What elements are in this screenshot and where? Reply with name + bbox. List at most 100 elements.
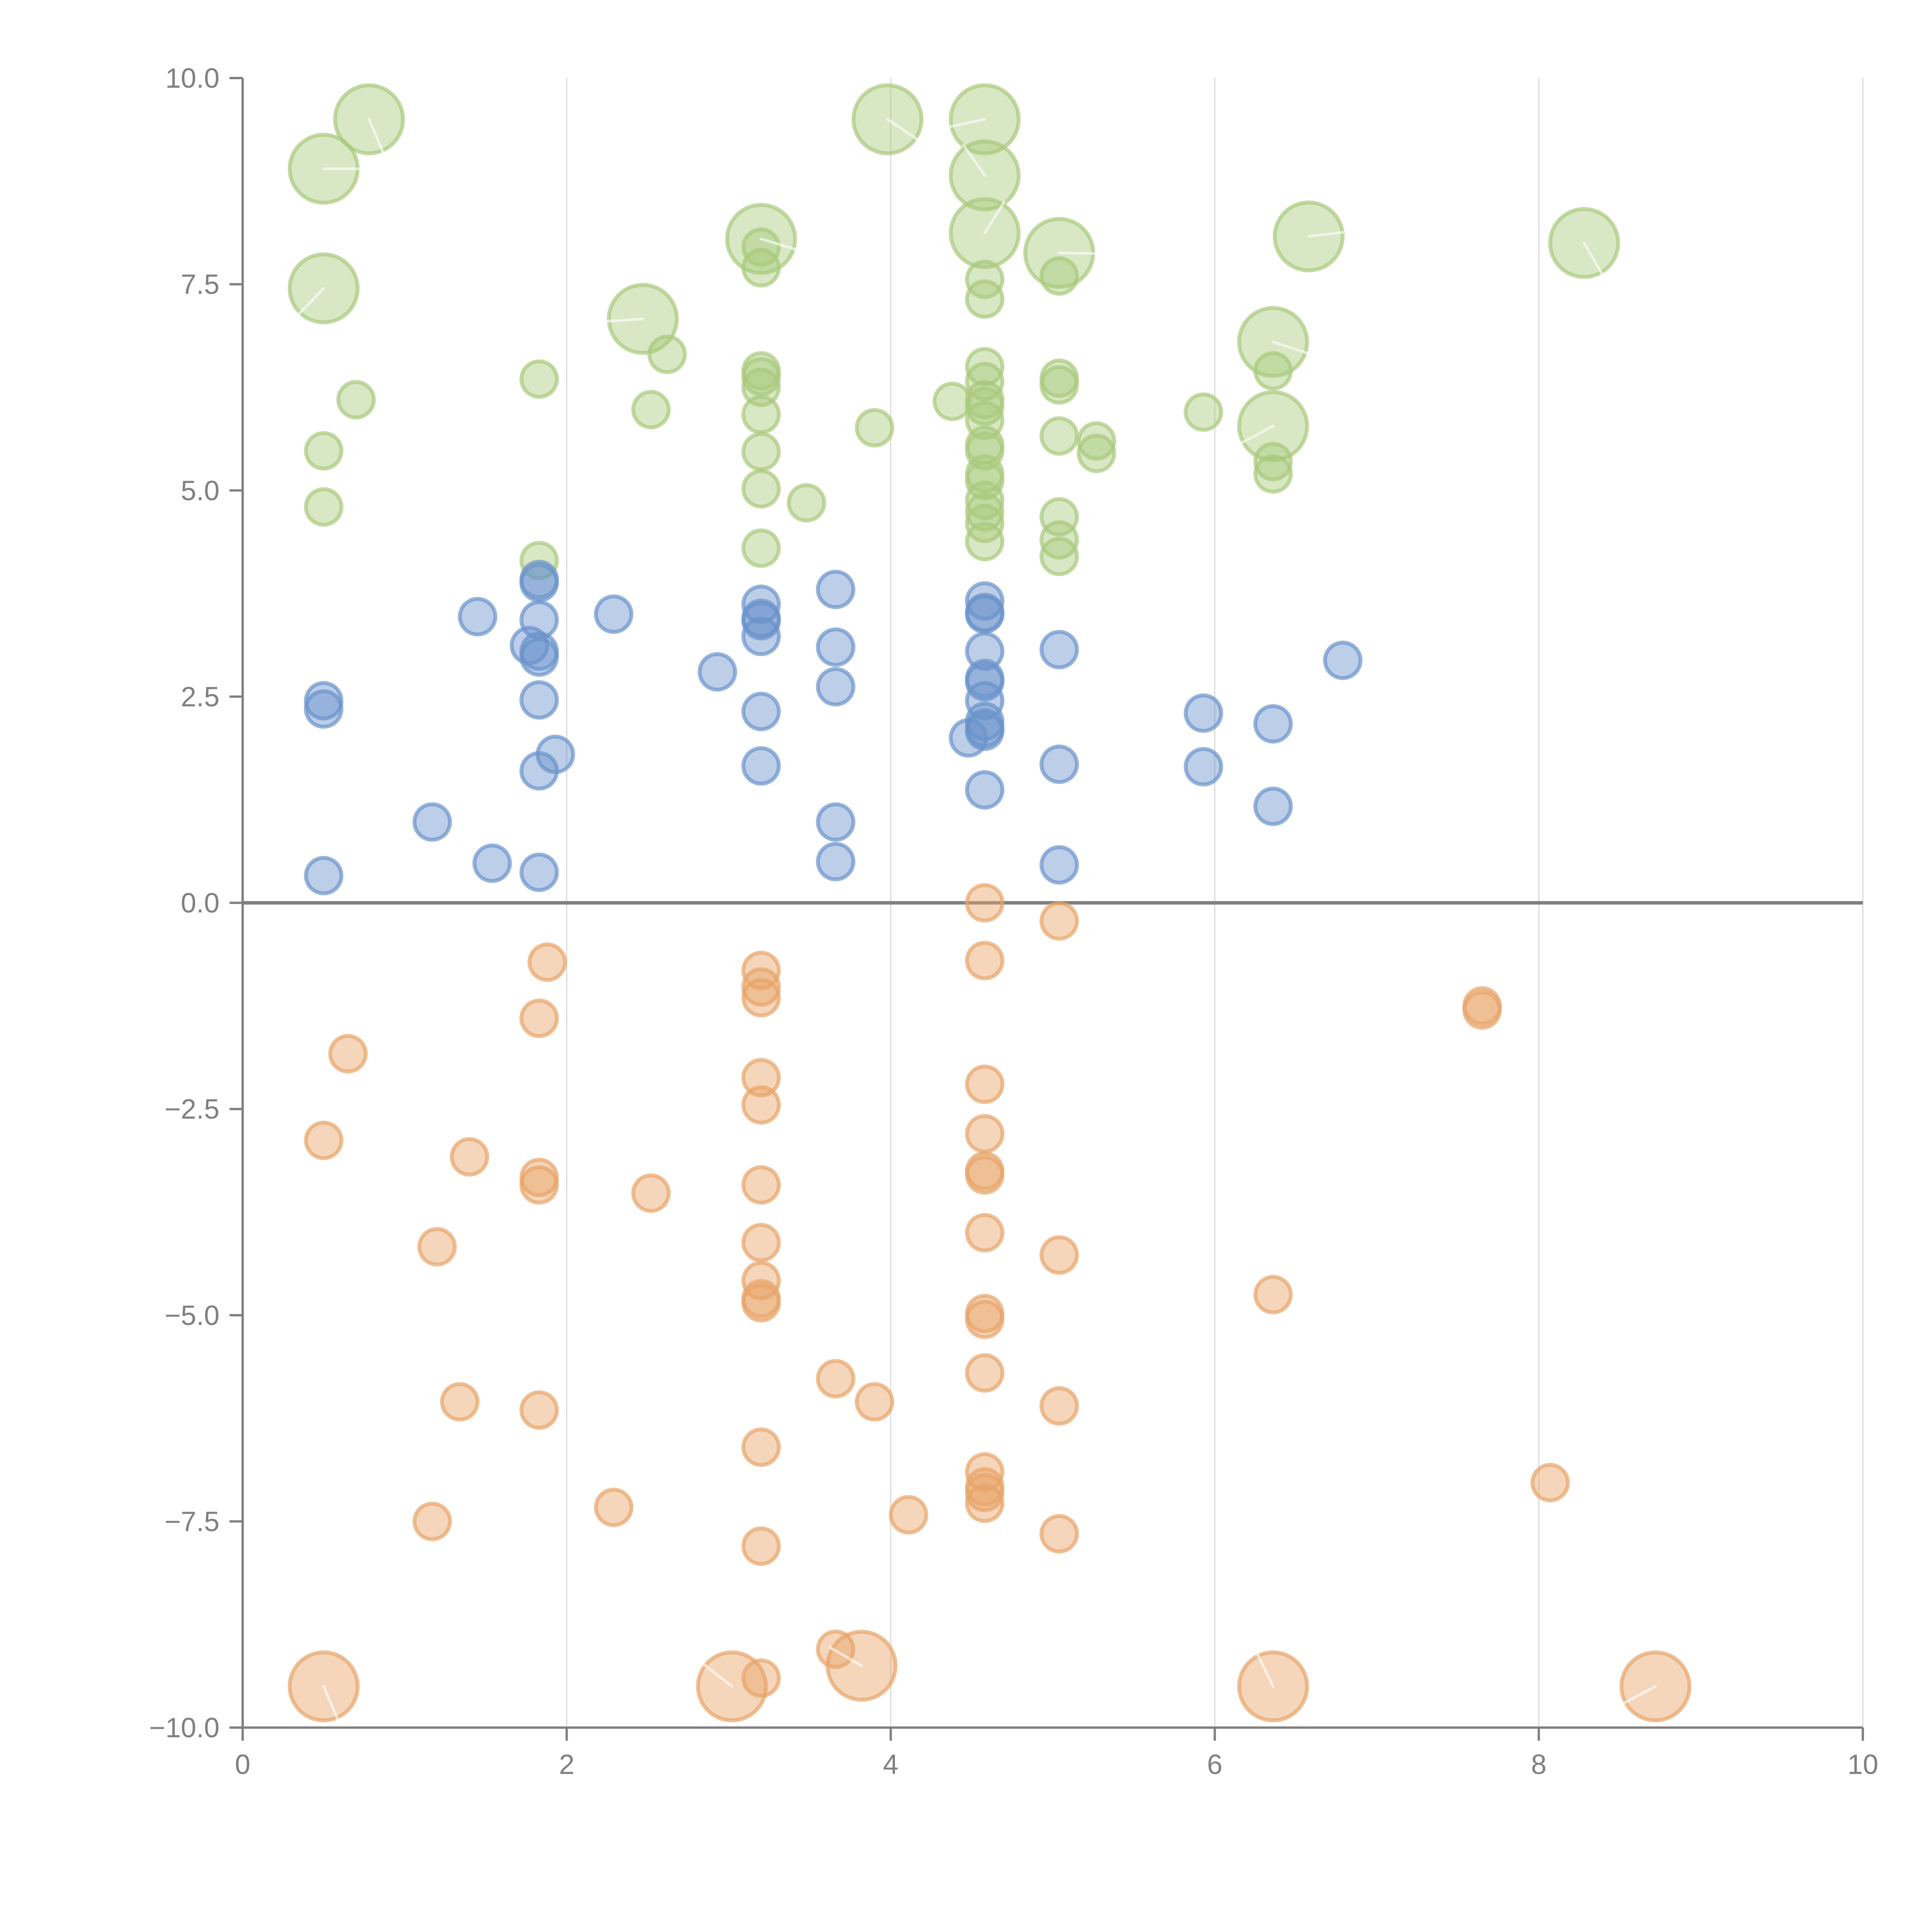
annotation-leader-orange-52 (1255, 1652, 1275, 1688)
bubble-green-12 (741, 227, 781, 267)
bubble-orange-27 (741, 1658, 781, 1698)
y-tick-label: 2.5 (181, 682, 219, 713)
y-tick-label: −7.5 (165, 1506, 219, 1537)
annotation-leader-orange-30 (828, 1646, 863, 1667)
bubble-blue-39 (965, 711, 1005, 751)
bubble-blue-5 (472, 844, 512, 883)
bubble-orange-26 (741, 1526, 781, 1566)
annotation-leader-green-25 (962, 144, 986, 177)
bubble-orange-35 (965, 1065, 1005, 1104)
bubble-green-58 (1253, 454, 1293, 494)
bubble-green-5 (304, 487, 344, 527)
bubble-green-10 (631, 390, 671, 430)
bubble-orange-4 (417, 1227, 457, 1267)
bubble-blue-20 (741, 601, 781, 641)
bubble-blue-36 (965, 681, 1005, 721)
bubble-orange-12 (594, 1488, 634, 1527)
bubble-blue-32 (965, 594, 1005, 634)
annotation-leader-green-22 (886, 118, 920, 141)
bubble-green-46 (1039, 365, 1079, 405)
bubble-blue-22 (741, 692, 781, 731)
bubble-orange-19 (741, 1085, 781, 1125)
bubble-green-52 (1077, 434, 1116, 473)
bubble-orange-48 (1039, 1235, 1079, 1275)
bubble-orange-55 (1530, 1463, 1570, 1503)
bubble-orange-6 (450, 1137, 490, 1177)
bubble-orange-21 (741, 1223, 781, 1262)
bubble-blue-4 (457, 597, 497, 636)
bubble-orange-38 (965, 1155, 1005, 1195)
bubble-green-3 (336, 380, 376, 420)
bubble-green-28 (965, 279, 1005, 319)
bubble-green-30 (965, 347, 1005, 387)
bubble-blue-24 (816, 570, 855, 609)
bubble-blue-8 (519, 563, 559, 603)
bubble-green-44 (1039, 256, 1079, 296)
bubble-orange-39 (965, 1213, 1005, 1253)
bubble-blue-15 (519, 852, 559, 892)
y-tick-label: −2.5 (165, 1094, 219, 1125)
y-tick-label: 7.5 (181, 269, 219, 300)
x-tick-label: 10 (1847, 1749, 1878, 1780)
x-tick-label: 4 (883, 1749, 898, 1780)
bubble-green-47 (1039, 416, 1079, 456)
bubble-green-23 (855, 408, 895, 448)
bubble-blue-12 (519, 680, 559, 720)
bubble-green-38 (965, 461, 1005, 500)
bubble-blue-3 (412, 802, 452, 842)
bubble-blue-1 (304, 689, 344, 729)
annotation-leader-green-8 (605, 317, 645, 323)
bubble-blue-30 (965, 581, 1005, 621)
bubble-green-20 (741, 528, 781, 568)
x-tick-label: 8 (1531, 1749, 1546, 1780)
bubble-green-4 (304, 431, 344, 471)
bubble-green-57 (1253, 442, 1293, 481)
bubbles-layer (287, 83, 1692, 1723)
x-axis-ticks: 0 2 4 6 8 10 (235, 1728, 1878, 1780)
bubble-orange-16 (741, 967, 781, 1007)
bubble-orange-20 (741, 1165, 781, 1205)
x-tick-label: 6 (1207, 1749, 1223, 1780)
annotation-leader-green-43 (1058, 252, 1097, 255)
bubble-green-33 (965, 386, 1005, 426)
bubble-green-19 (741, 469, 781, 509)
bubble-orange-34 (965, 940, 1005, 980)
y-tick-label: −5.0 (165, 1300, 219, 1331)
annotation-leader-green-56 (1239, 425, 1275, 445)
bubble-blue-46 (1253, 704, 1293, 744)
annotation-leader-orange-1 (322, 1685, 340, 1722)
bubble-green-50 (1039, 537, 1079, 577)
bubble-blue-14 (536, 735, 575, 774)
bubble-blue-16 (594, 594, 634, 634)
bubble-green-53 (1184, 392, 1223, 432)
bubble-blue-23 (741, 746, 781, 786)
bubble-orange-41 (965, 1299, 1005, 1339)
bubble-blue-40 (965, 770, 1005, 810)
x-tick-label: 2 (559, 1749, 575, 1780)
annotation-leader-orange-14 (701, 1662, 733, 1688)
bubble-orange-9 (519, 1165, 559, 1205)
bubble-orange-7 (519, 998, 559, 1038)
bubble-green-27 (965, 259, 1005, 299)
bubble-orange-28 (816, 1359, 855, 1399)
bubble-orange-10 (519, 1390, 559, 1430)
bubble-blue-48 (1323, 640, 1363, 680)
bubble-blue-41 (1039, 630, 1079, 670)
bubble-green-40 (965, 492, 1005, 532)
bubble-orange-0 (304, 1121, 344, 1160)
annotation-leaders (297, 118, 1657, 1722)
bubble-orange-45 (965, 1473, 1005, 1512)
annotation-leader-green-26 (983, 201, 1006, 235)
y-tick-label: 0.0 (181, 888, 219, 919)
bubble-orange-32 (889, 1495, 929, 1535)
annotation-leader-green-11 (760, 237, 798, 251)
annotation-leader-green-59 (1307, 230, 1347, 238)
x-tick-label: 0 (235, 1749, 250, 1780)
bubble-orange-11 (527, 942, 567, 982)
bubble-green-42 (965, 522, 1005, 561)
annotation-leader-orange-56 (1621, 1685, 1657, 1705)
bubble-orange-5 (440, 1382, 480, 1422)
bubble-blue-45 (1184, 747, 1223, 787)
bubble-orange-33 (965, 883, 1005, 923)
bubble-blue-21 (741, 617, 781, 656)
